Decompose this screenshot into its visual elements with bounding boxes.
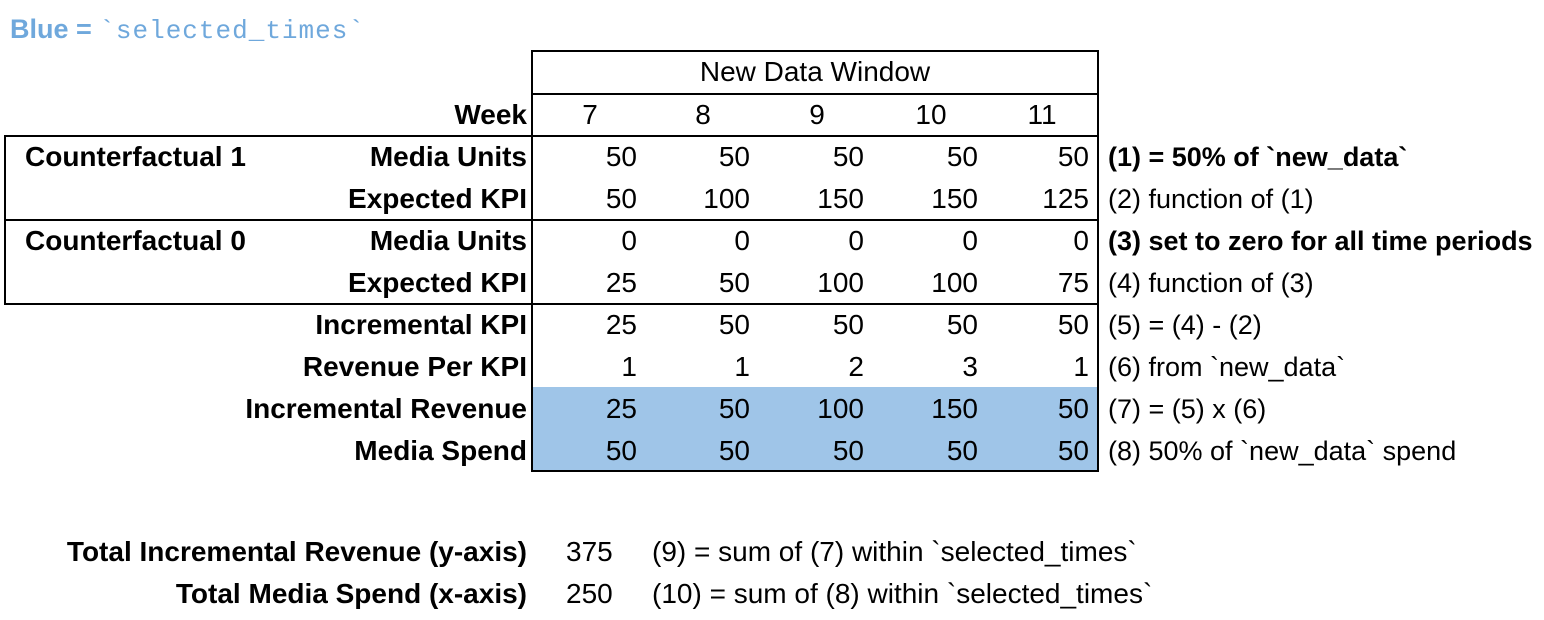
counterfactual-box-border: [4, 135, 6, 305]
legend-code: `selected_times`: [99, 16, 365, 46]
note-7: (7) = (5) x (6): [1108, 394, 1267, 424]
week-header-cell: 10: [915, 99, 947, 130]
note-8: (8) 50% of `new_data` spend: [1108, 436, 1457, 466]
table-cell-highlighted: 50: [605, 435, 637, 466]
table-cell-highlighted: 50: [946, 435, 978, 466]
note-9: (9) = sum of (7) within `selected_times`: [652, 536, 1137, 567]
legend: Blue = `selected_times`: [10, 14, 365, 46]
row-label-media-spend: Media Spend: [354, 435, 527, 466]
table-cell: 1: [621, 351, 637, 382]
week-row-label: Week: [454, 99, 527, 130]
table-cell: 0: [621, 225, 637, 256]
table-cell: 50: [1057, 141, 1089, 172]
total-media-spend-label: Total Media Spend (x-axis): [175, 578, 527, 609]
row-label-revenue-per-kpi: Revenue Per KPI: [302, 351, 527, 382]
table-cell-highlighted: 50: [1057, 393, 1089, 424]
row-label-incremental-kpi: Incremental KPI: [315, 309, 527, 340]
table-cell-highlighted: 50: [718, 435, 750, 466]
table-cell: 1: [1073, 351, 1089, 382]
grid-line: [4, 219, 1099, 221]
table-cell: 50: [946, 141, 978, 172]
week-header-cell: 11: [1027, 99, 1057, 130]
data-window-table-border: [531, 50, 1099, 472]
table-cell: 150: [817, 183, 864, 214]
table-cell: 0: [734, 225, 750, 256]
table-cell-highlighted: 150: [931, 393, 978, 424]
table-cell: 50: [832, 309, 864, 340]
row-label-media-units-cf1: Media Units: [369, 141, 527, 172]
table-cell-highlighted: 50: [1057, 435, 1089, 466]
note-3: (3) set to zero for all time periods: [1108, 226, 1533, 256]
note-10: (10) = sum of (8) within `selected_times…: [652, 578, 1153, 609]
table-cell: 0: [848, 225, 864, 256]
table-cell: 1: [734, 351, 750, 382]
total-media-spend-value: 250: [566, 578, 613, 609]
table-cell: 150: [931, 183, 978, 214]
note-2: (2) function of (1): [1108, 184, 1314, 214]
table-cell: 100: [931, 267, 978, 298]
grid-line: [531, 93, 1099, 95]
table-cell: 0: [1073, 225, 1089, 256]
week-header-cell: 9: [809, 99, 825, 130]
table-cell: 25: [605, 309, 637, 340]
week-header-cell: 8: [695, 99, 711, 130]
row-label-media-units-cf0: Media Units: [369, 225, 527, 256]
table-cell-highlighted: 25: [605, 393, 637, 424]
note-1: (1) = 50% of `new_data`: [1108, 142, 1408, 172]
row-label-expected-kpi-cf0: Expected KPI: [348, 267, 527, 298]
group-label-counterfactual-0: Counterfactual 0: [25, 225, 246, 256]
table-cell: 50: [946, 309, 978, 340]
table-cell: 2: [848, 351, 864, 382]
new-data-window-header: New Data Window: [699, 56, 931, 87]
table-cell: 125: [1042, 183, 1089, 214]
table-cell: 50: [718, 267, 750, 298]
table-cell: 50: [1057, 309, 1089, 340]
group-label-counterfactual-1: Counterfactual 1: [25, 141, 246, 172]
table-cell: 50: [605, 141, 637, 172]
table-cell: 50: [718, 141, 750, 172]
table-cell: 75: [1057, 267, 1089, 298]
table-cell-highlighted: 50: [832, 435, 864, 466]
table-cell-highlighted: 100: [817, 393, 864, 424]
row-label-expected-kpi-cf1: Expected KPI: [348, 183, 527, 214]
table-cell-highlighted: 50: [718, 393, 750, 424]
table-cell: 100: [703, 183, 750, 214]
total-incremental-revenue-label: Total Incremental Revenue (y-axis): [66, 536, 527, 567]
table-cell: 50: [718, 309, 750, 340]
total-incremental-revenue-value: 375: [566, 536, 613, 567]
table-cell: 50: [832, 141, 864, 172]
note-4: (4) function of (3): [1108, 268, 1314, 298]
week-header-cell: 7: [582, 99, 598, 130]
selected-times-highlight: [533, 387, 1097, 470]
table-cell: 50: [605, 183, 637, 214]
table-cell: 100: [817, 267, 864, 298]
table-cell: 25: [605, 267, 637, 298]
note-5: (5) = (4) - (2): [1108, 310, 1262, 340]
table-cell: 3: [962, 351, 978, 382]
row-label-incremental-revenue: Incremental Revenue: [245, 393, 527, 424]
grid-line: [4, 303, 1099, 305]
note-6: (6) from `new_data`: [1108, 352, 1346, 382]
legend-label: Blue =: [10, 14, 92, 44]
table-cell: 0: [962, 225, 978, 256]
grid-line: [4, 135, 1099, 137]
